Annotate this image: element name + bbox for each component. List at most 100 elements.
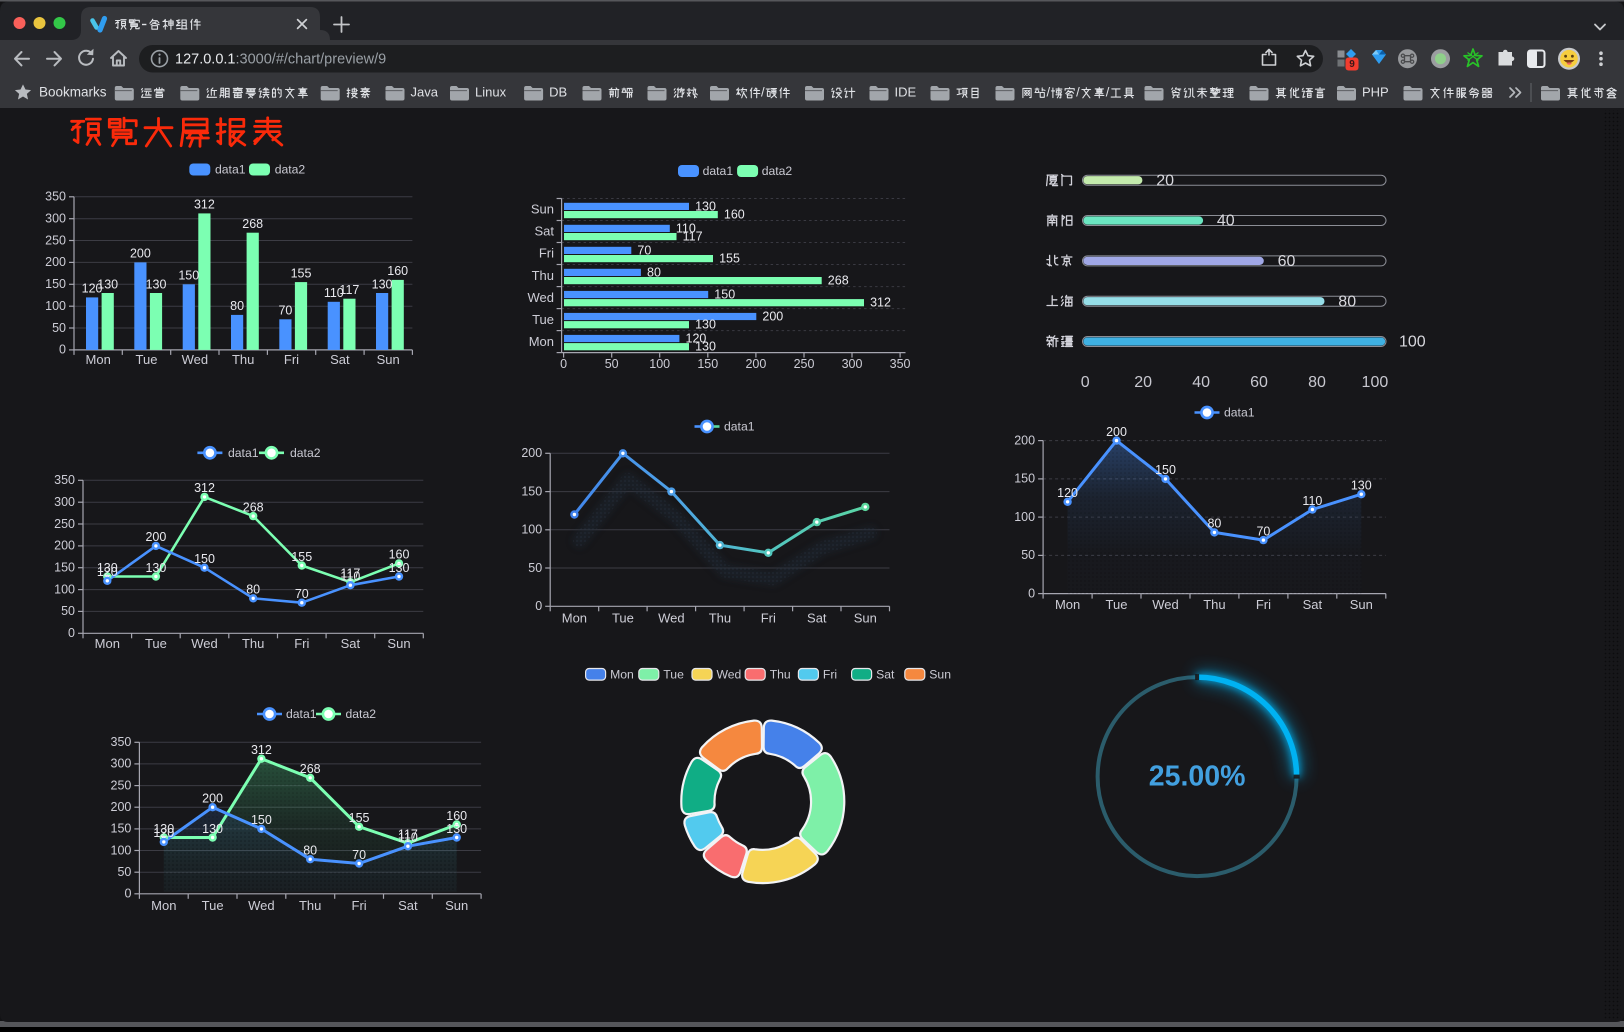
svg-text:50: 50 [528,561,542,575]
svg-text:312: 312 [251,743,272,757]
svg-text:80: 80 [647,265,661,279]
svg-text:312: 312 [194,481,215,495]
svg-text:Wed: Wed [658,610,685,625]
svg-text:70: 70 [295,587,309,601]
svg-text:0: 0 [1081,374,1090,391]
svg-text:80: 80 [230,299,244,313]
svg-text:130: 130 [202,822,223,836]
svg-text:80: 80 [1308,374,1326,391]
svg-text:70: 70 [278,304,292,318]
svg-text:data2: data2 [290,446,321,460]
svg-text:100: 100 [1399,334,1426,351]
svg-text:Wed: Wed [182,352,209,367]
svg-text:130: 130 [695,318,716,332]
svg-text:PHP: PHP [1362,84,1389,99]
svg-text:Mon: Mon [610,667,634,681]
svg-text:Wed: Wed [191,636,218,651]
svg-text:155: 155 [291,266,312,280]
svg-text:data2: data2 [346,707,377,721]
svg-text:/: / [761,84,765,99]
svg-text:268: 268 [242,217,263,231]
svg-text:120: 120 [686,331,707,345]
svg-text:40: 40 [1217,213,1235,230]
svg-text:200: 200 [521,446,542,460]
svg-text:312: 312 [870,296,891,310]
svg-text:data1: data1 [286,707,317,721]
svg-text:300: 300 [111,757,132,771]
svg-text:20: 20 [1134,374,1152,391]
svg-text:Sun: Sun [387,636,410,651]
svg-text:120: 120 [97,565,118,579]
svg-text:130: 130 [97,561,118,575]
svg-text:200: 200 [130,247,151,261]
svg-text:70: 70 [1256,524,1270,538]
svg-text:Sun: Sun [854,610,877,625]
svg-text:312: 312 [194,198,215,212]
svg-text:117: 117 [339,283,359,297]
svg-text:160: 160 [446,809,467,823]
svg-text:Mon: Mon [1055,597,1080,612]
svg-text:Fri: Fri [1256,597,1271,612]
svg-text:250: 250 [45,233,66,247]
svg-text:130: 130 [695,199,716,213]
svg-text:130: 130 [153,822,174,836]
svg-text:150: 150 [194,552,215,566]
svg-text:120: 120 [82,282,103,296]
svg-text:Sun: Sun [531,202,554,217]
svg-text:Wed: Wed [1152,597,1179,612]
svg-text:350: 350 [45,190,66,204]
svg-text:Tue: Tue [663,667,684,681]
svg-text:110: 110 [324,286,344,300]
svg-text:70: 70 [637,243,651,257]
svg-text:155: 155 [349,811,370,825]
svg-text:Tue: Tue [612,610,634,625]
svg-text:110: 110 [676,221,696,235]
svg-text:Mon: Mon [529,334,554,349]
svg-text:IDE: IDE [895,84,917,99]
svg-text:Tue: Tue [1106,597,1128,612]
svg-text:/: / [1076,84,1080,99]
svg-text:110: 110 [398,830,418,844]
svg-text:117: 117 [683,229,703,243]
svg-text:50: 50 [1021,548,1035,562]
svg-text:/: / [1047,84,1051,99]
svg-text:117: 117 [398,827,418,841]
svg-text:Sat: Sat [534,224,554,239]
svg-text:100: 100 [649,357,670,371]
svg-text:Fri: Fri [761,610,776,625]
svg-text:Mon: Mon [562,610,587,625]
svg-text:160: 160 [389,548,410,562]
svg-text:250: 250 [111,778,132,792]
svg-text:100: 100 [1362,374,1389,391]
svg-text:0: 0 [59,343,66,357]
svg-text:150: 150 [54,560,75,574]
svg-text:Wed: Wed [248,898,275,913]
svg-text:130: 130 [389,561,410,575]
svg-text:200: 200 [1014,433,1035,447]
svg-text:130: 130 [146,277,167,291]
svg-text:300: 300 [842,357,863,371]
svg-text:Fri: Fri [294,636,309,651]
svg-text:Thu: Thu [770,667,791,681]
svg-text:0: 0 [1028,586,1035,600]
svg-text:117: 117 [340,566,360,580]
svg-text:Bookmarks: Bookmarks [39,85,107,100]
svg-text:Sat: Sat [341,636,361,651]
svg-text:Tue: Tue [145,636,167,651]
svg-text:Sun: Sun [445,898,468,913]
svg-text:Wed: Wed [528,290,555,305]
svg-text:250: 250 [794,357,815,371]
svg-text:Sun: Sun [377,352,400,367]
svg-text:200: 200 [762,309,783,323]
svg-text:Thu: Thu [242,636,264,651]
svg-text:60: 60 [1250,374,1268,391]
svg-text:data1: data1 [228,446,259,460]
svg-text:data1: data1 [703,164,734,178]
svg-text:0: 0 [560,357,567,371]
svg-text:150: 150 [697,357,718,371]
svg-text:Mon: Mon [86,352,111,367]
svg-text:Sat: Sat [876,667,895,681]
svg-text:Fri: Fri [823,667,837,681]
svg-text:150: 150 [521,484,542,498]
svg-text:0: 0 [68,626,75,640]
